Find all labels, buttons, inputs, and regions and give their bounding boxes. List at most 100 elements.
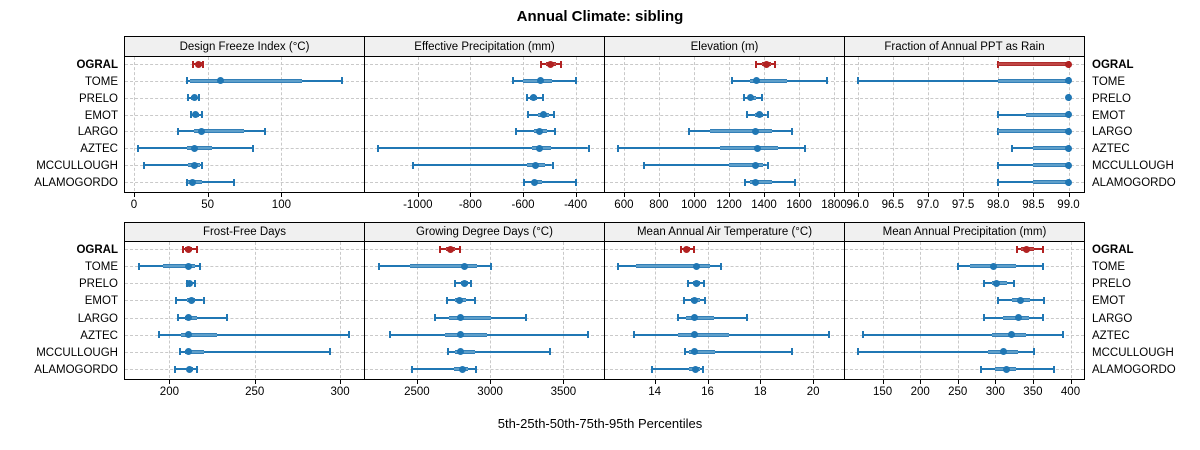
axis-tick-label: 1600 [786, 199, 812, 211]
median-dot [752, 127, 760, 135]
median-dot [755, 111, 763, 119]
whisker-line [187, 181, 235, 183]
median-dot [186, 365, 194, 373]
interquartile-bar [998, 62, 1069, 66]
grid-line-vertical [927, 57, 929, 191]
axis-tick-label: 18 [753, 386, 767, 398]
whisker-line [863, 333, 1063, 336]
percentiles-caption: 5th-25th-50th-75th-95th Percentiles [497, 416, 703, 431]
grid-line-horizontal [125, 97, 364, 99]
median-dot [753, 77, 760, 85]
whisker-cap-high [794, 178, 796, 186]
median-dot [1065, 77, 1072, 85]
axis-tick [1033, 193, 1035, 197]
whisker-cap-high [774, 60, 776, 68]
axis-tick-label: 1400 [751, 199, 777, 211]
median-dot [447, 245, 455, 253]
interquartile-bar [636, 264, 711, 269]
axis-tick-label: 16 [701, 386, 714, 398]
whisker-cap-low [651, 365, 653, 373]
axis-tick-label: 97.5 [951, 199, 975, 211]
panel-axis: 200 250 300 [125, 380, 364, 404]
whisker-line [411, 368, 476, 370]
axis-tick [729, 193, 730, 197]
grid-line-vertical [340, 242, 342, 378]
whisker-cap-low [687, 127, 690, 135]
axis-tick [927, 193, 929, 197]
axis-tick-label: 50 [201, 199, 214, 211]
median-dot [190, 94, 198, 102]
interquartile-bar [184, 349, 204, 354]
axis-tick [340, 380, 342, 384]
interquartile-bar [1033, 163, 1069, 168]
whisker-cap-low [980, 365, 982, 373]
grid-line-vertical [799, 57, 800, 191]
whisker-cap-low [632, 331, 635, 339]
axis-tick [1068, 193, 1070, 197]
median-dot [186, 279, 194, 287]
site-label-left: TOME [84, 75, 118, 88]
median-dot [690, 331, 698, 339]
grid-line-vertical [1033, 57, 1035, 191]
axis-tick [920, 380, 922, 384]
median-dot [1065, 161, 1072, 169]
panel-title: Mean Annual Precipitation (mm) [882, 226, 1047, 238]
site-label-left: AZTEC [80, 329, 118, 342]
whisker-cap-high [541, 94, 544, 102]
whisker-cap-low [997, 296, 1000, 304]
whisker-cap-low [512, 77, 515, 85]
interquartile-bar [449, 315, 491, 320]
whisker-cap-low [377, 144, 380, 152]
axis-tick [813, 380, 815, 384]
grid-line-vertical [575, 57, 577, 191]
grid-line-vertical [764, 57, 765, 191]
axis-tick-label: -600 [511, 199, 535, 211]
whisker-cap-low [856, 77, 859, 85]
axis-tick [470, 193, 472, 197]
panel-plot [364, 57, 605, 193]
site-label-left: TOME [84, 261, 118, 274]
median-dot [746, 94, 754, 102]
axis-tick-label: 200 [910, 386, 930, 398]
interquartile-bar [689, 349, 716, 354]
whisker-cap-low [525, 94, 528, 102]
whisker-line [179, 350, 330, 353]
median-dot [754, 144, 761, 152]
whisker-cap-high [791, 348, 793, 356]
whisker-cap-high [1062, 331, 1064, 339]
whisker-line [412, 164, 553, 167]
grid-line-horizontal [365, 80, 604, 82]
panel-axis: 2500 3000 3500 [365, 380, 604, 404]
grid-line-vertical [490, 242, 492, 378]
whisker-cap-high [524, 314, 527, 322]
grid-line-horizontal [845, 317, 1084, 319]
panel-strip: Design Freeze Index (°C) [124, 36, 365, 57]
whisker-line [378, 147, 589, 150]
whisker-cap-high [226, 314, 229, 322]
grid-line-horizontal [125, 266, 364, 268]
whisker-cap-low [856, 348, 859, 356]
axis-tick [207, 193, 209, 197]
whisker-cap-low [445, 296, 448, 304]
site-label-left: ALAMOGORDO [34, 364, 118, 376]
panel-plot [604, 57, 845, 193]
whisker-cap-low [137, 144, 140, 152]
grid-line-horizontal [845, 165, 1084, 167]
site-label-right: AZTEC [1092, 329, 1130, 342]
site-label-left: MCCULLOUGH [36, 346, 118, 359]
axis-tick-label: 1000 [681, 199, 707, 211]
site-label-right: TOME [1092, 75, 1126, 88]
axis-tick-label: 1800 [821, 199, 847, 211]
grid-line-horizontal [125, 283, 364, 285]
axis-tick [658, 193, 660, 197]
whisker-cap-low [182, 245, 184, 253]
whisker-cap-low [191, 60, 194, 68]
median-dot [190, 144, 198, 152]
median-dot [457, 348, 465, 356]
interquartile-bar [1026, 112, 1069, 117]
grid-line-horizontal [605, 283, 844, 285]
axis-tick-label: 98.0 [986, 199, 1010, 211]
axis-tick-label: 3000 [477, 386, 503, 398]
grid-line-vertical [1032, 242, 1034, 378]
